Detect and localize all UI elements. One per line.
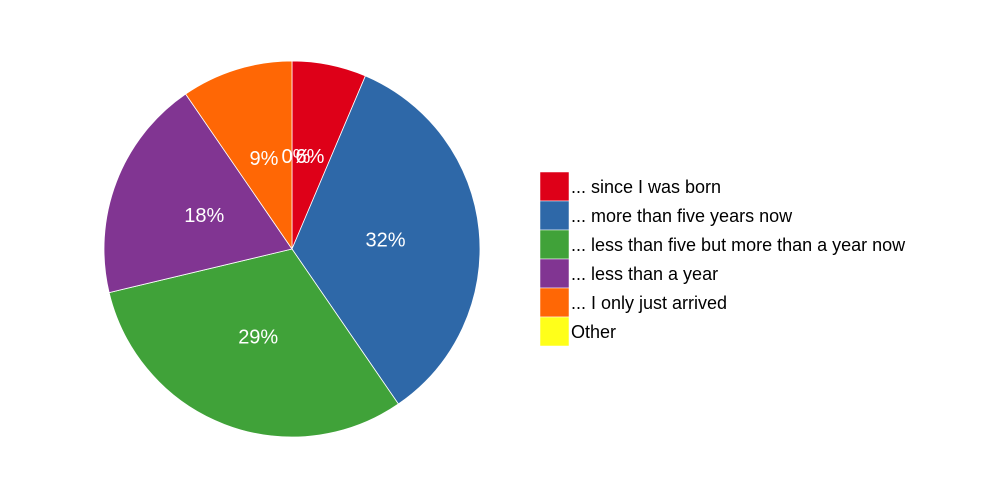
legend-label-other: Other xyxy=(571,322,616,342)
legend-swatch-less-than-a-year xyxy=(539,258,570,289)
legend-label-more-than-five-years-now: ... more than five years now xyxy=(571,206,793,226)
pie-slice-label-since-i-was-born: 6% xyxy=(296,146,325,168)
pie-slice-label-other: 0% xyxy=(282,146,311,168)
pie-slice-label-less-than-five-but-more-than-a-year-now: 29% xyxy=(238,327,278,349)
pie-slice-label-less-than-a-year: 18% xyxy=(184,205,224,227)
legend-label-since-i-was-born: ... since I was born xyxy=(571,177,721,197)
legend-label-less-than-five-but-more-than-a-year-now: ... less than five but more than a year … xyxy=(571,235,906,255)
legend-label-i-only-just-arrived: ... I only just arrived xyxy=(571,293,727,313)
pie-slice-i-only-just-arrived xyxy=(185,60,293,251)
legend-label-less-than-a-year: ... less than a year xyxy=(571,264,718,284)
pie-slice-less-than-five-but-more-than-a-year-now xyxy=(108,248,399,438)
pie-slice-label-i-only-just-arrived: 9% xyxy=(250,148,279,170)
pie-slice-more-than-five-years-now xyxy=(291,75,481,405)
pie-slice-label-more-than-five-years-now: 32% xyxy=(366,230,406,252)
legend-swatch-since-i-was-born xyxy=(539,171,570,202)
legend-swatch-i-only-just-arrived xyxy=(539,287,570,318)
legend-swatch-other xyxy=(539,316,570,347)
pie-slice-labels: 6% 32% 29% 18% 9% 0% xyxy=(184,146,405,349)
legend: ... since I was born ... more than five y… xyxy=(539,171,906,347)
legend-swatch-less-than-five-but-more-than-a-year-now xyxy=(539,229,570,260)
pie-slices xyxy=(103,60,481,438)
pie-slice-less-than-a-year xyxy=(103,93,293,294)
legend-swatch-more-than-five-years-now xyxy=(539,200,570,231)
